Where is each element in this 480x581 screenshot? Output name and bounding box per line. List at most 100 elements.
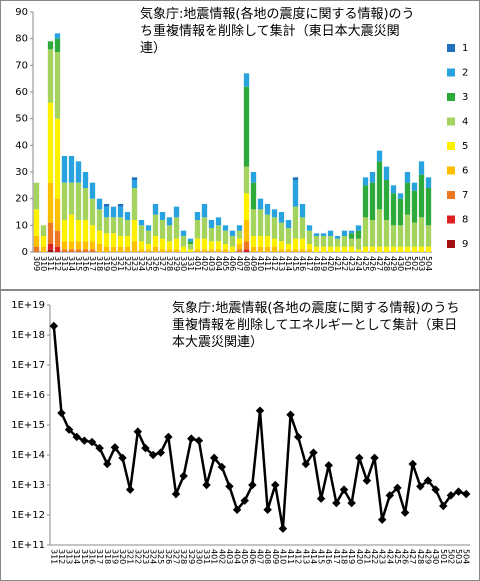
data-point xyxy=(80,436,89,445)
y-tick-label: 1E+12 xyxy=(11,510,45,521)
x-tick-label: 425 xyxy=(393,549,402,564)
data-point xyxy=(461,489,471,499)
data-point xyxy=(156,448,165,457)
bar-segment xyxy=(320,236,327,247)
x-tick-label: 502 xyxy=(446,549,455,564)
y-tick-label: 90 xyxy=(15,7,28,18)
bar-segment xyxy=(341,230,348,236)
bar-segment xyxy=(201,204,208,218)
x-tick-label: 324 xyxy=(149,549,158,564)
bar-segment xyxy=(124,246,131,252)
x-tick-label: 424 xyxy=(354,256,363,271)
bar-segment xyxy=(47,244,54,250)
bar-segment xyxy=(173,238,180,250)
bar-segment xyxy=(376,150,383,162)
bar-segment xyxy=(306,230,313,244)
legend-label: 9 xyxy=(462,239,468,250)
x-tick-label: 427 xyxy=(408,549,417,564)
bar-segment xyxy=(187,238,194,242)
bar-segment xyxy=(411,246,418,252)
bar-segment xyxy=(397,193,404,199)
bar-segment xyxy=(404,246,411,252)
data-point xyxy=(225,482,234,491)
bar-segment xyxy=(306,249,313,252)
bar-segment xyxy=(334,246,341,252)
x-tick-label: 405 xyxy=(221,256,230,271)
x-tick-label: 414 xyxy=(284,256,293,271)
bar-segment xyxy=(222,244,229,250)
bar-segment xyxy=(236,244,243,250)
data-point xyxy=(263,505,272,514)
x-tick-label: 402 xyxy=(200,256,209,271)
bar-segment xyxy=(404,182,411,215)
bar-segment xyxy=(68,214,75,242)
data-point xyxy=(194,436,204,445)
bar-segment xyxy=(89,225,96,242)
x-tick-label: 323 xyxy=(130,256,139,271)
x-tick-label: 409 xyxy=(249,256,258,271)
bar-segment xyxy=(145,249,152,252)
bar-segment xyxy=(229,236,236,247)
data-point xyxy=(439,501,448,511)
x-tick-label: 420 xyxy=(355,549,364,564)
data-point xyxy=(240,496,249,505)
bar-segment xyxy=(47,249,54,252)
y-tick-label: 1E+18 xyxy=(11,330,45,341)
bar-segment xyxy=(425,177,432,188)
bar-segment xyxy=(75,182,82,220)
data-point xyxy=(232,505,242,514)
bar-segment xyxy=(82,188,89,220)
y-tick-label: 1E+19 xyxy=(11,300,45,311)
bar-segment xyxy=(68,241,75,250)
bar-segment xyxy=(348,233,355,239)
x-tick-label: 401 xyxy=(210,549,219,564)
bar-segment xyxy=(257,198,264,210)
bar-segment xyxy=(96,244,103,252)
x-tick-label: 406 xyxy=(248,549,257,564)
x-tick-label: 403 xyxy=(225,549,234,564)
bar-segment xyxy=(54,118,61,199)
x-tick-label: 317 xyxy=(88,256,97,271)
bar-segment xyxy=(68,249,75,252)
x-tick-label: 415 xyxy=(291,256,300,271)
x-tick-label: 330 xyxy=(194,549,203,564)
bar-segment xyxy=(397,246,404,252)
bar-segment xyxy=(383,246,390,252)
x-tick-label: 425 xyxy=(361,256,370,271)
x-tick-label: 312 xyxy=(57,549,66,564)
x-tick-label: 504 xyxy=(462,549,471,564)
x-tick-label: 309 xyxy=(32,256,41,271)
y-tick-label: 10 xyxy=(15,220,28,231)
bar-segment xyxy=(243,86,250,167)
bar-segment xyxy=(131,241,138,252)
x-tick-label: 411 xyxy=(286,549,295,564)
x-tick-label: 412 xyxy=(294,549,303,564)
x-tick-label: 412 xyxy=(270,256,279,271)
bar-segment xyxy=(320,246,327,252)
bar-segment xyxy=(369,182,376,220)
bar-segment xyxy=(194,212,201,220)
x-tick-label: 321 xyxy=(126,549,135,564)
x-tick-label: 318 xyxy=(103,549,112,564)
bar-segment xyxy=(299,204,306,218)
data-point xyxy=(118,453,127,463)
bar-segment xyxy=(110,206,117,218)
legend-label: 3 xyxy=(462,92,468,103)
bar-segment xyxy=(89,198,96,226)
bar-segment xyxy=(61,220,68,242)
chart-top: 0102030405060708090309310311312313314315… xyxy=(0,0,480,290)
data-point xyxy=(301,459,311,469)
x-tick-label: 311 xyxy=(49,549,58,564)
data-point xyxy=(454,487,463,496)
y-tick-label: 80 xyxy=(15,34,28,45)
x-tick-label: 422 xyxy=(340,256,349,271)
y-tick-label: 1E+14 xyxy=(11,450,45,461)
bar-segment xyxy=(47,102,54,183)
bar-segment xyxy=(341,236,348,247)
bar-segment xyxy=(75,249,82,252)
bar-segment xyxy=(33,209,40,236)
data-point xyxy=(286,410,295,419)
x-tick-label: 423 xyxy=(378,549,387,564)
bar-segment xyxy=(292,238,299,250)
legend-swatch xyxy=(447,44,455,52)
